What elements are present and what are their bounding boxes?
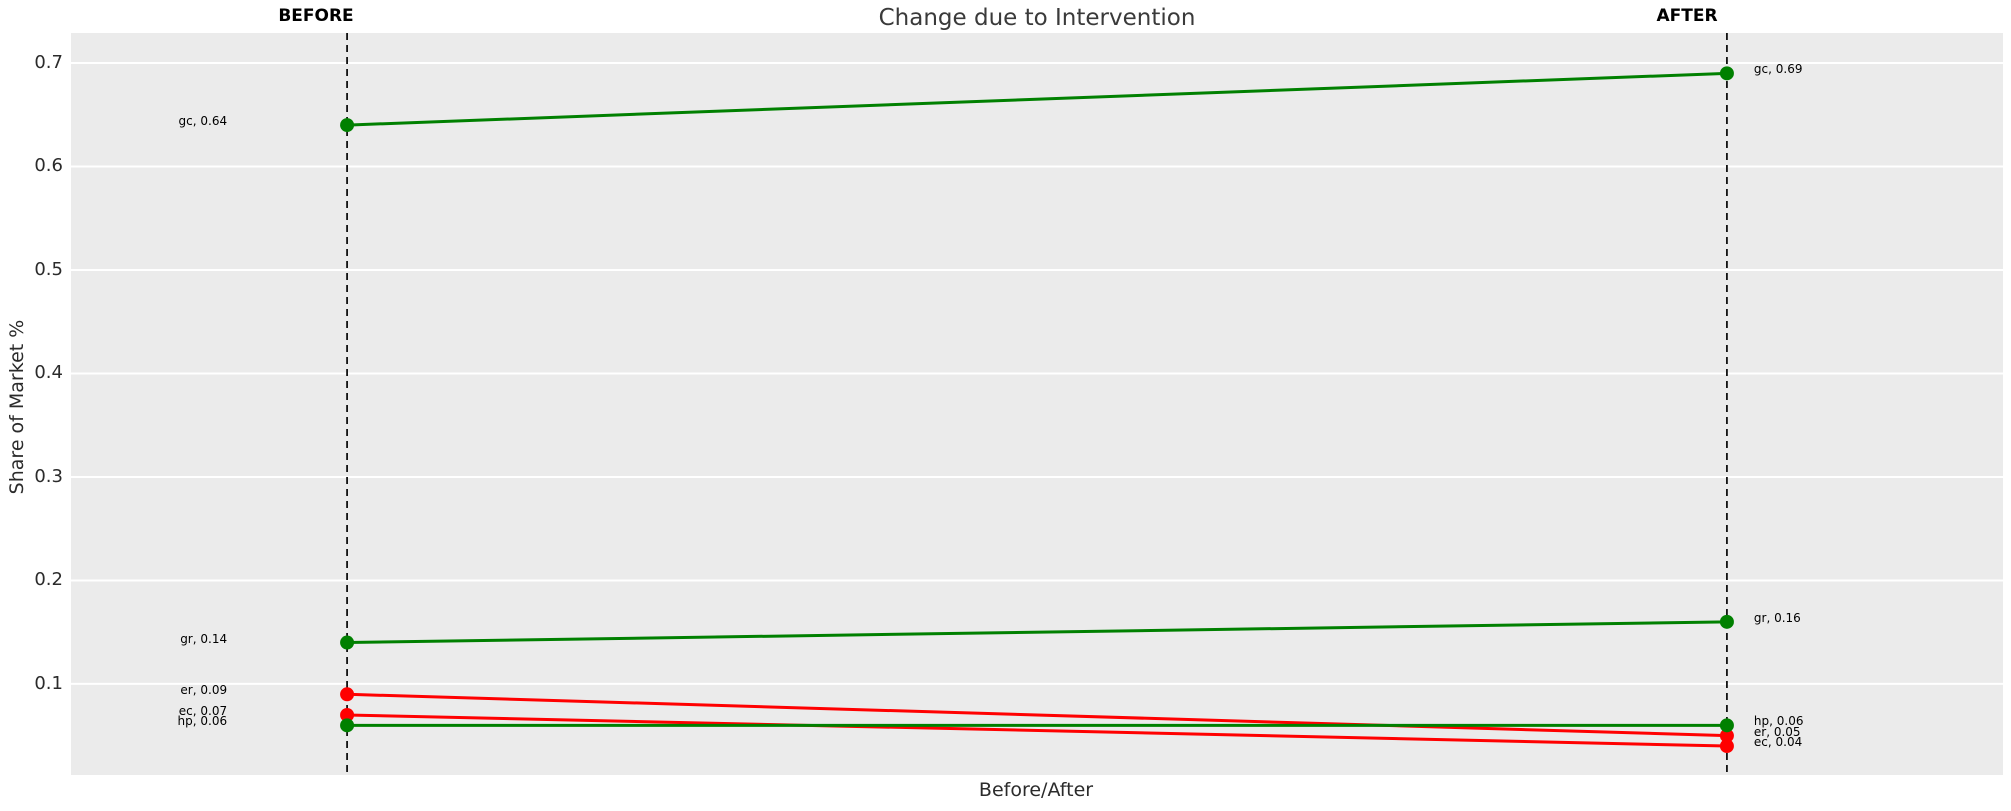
point-ec-after bbox=[1719, 739, 1734, 754]
y-tick-label-0.4: 0.4 bbox=[34, 362, 63, 384]
point-hp-after bbox=[1719, 718, 1734, 733]
point-hp-before bbox=[340, 718, 355, 733]
annotation-ec-after: ec, 0.04 bbox=[1753, 735, 1803, 750]
point-gr-after bbox=[1719, 614, 1734, 629]
annotation-gr-after: gr, 0.16 bbox=[1753, 610, 1801, 625]
annotation-gr-before: gr, 0.14 bbox=[180, 631, 228, 646]
annotation-gc-before: gc, 0.64 bbox=[178, 114, 228, 129]
point-er-after bbox=[1719, 728, 1734, 743]
annotation-gc-after: gc, 0.69 bbox=[1753, 62, 1803, 77]
annotation-hp-after: hp, 0.06 bbox=[1753, 714, 1804, 729]
annotation-ec-before: ec, 0.07 bbox=[178, 703, 228, 718]
point-gr-before bbox=[340, 635, 355, 650]
point-gc-after bbox=[1719, 66, 1734, 81]
x-axis-label: Before/After bbox=[978, 779, 1094, 801]
series-line-er bbox=[347, 692, 1727, 738]
plot-area bbox=[71, 33, 2003, 775]
column-header-before: BEFORE bbox=[278, 6, 354, 26]
y-tick-label-0.1: 0.1 bbox=[34, 672, 63, 694]
y-tick-label-0.3: 0.3 bbox=[34, 465, 63, 487]
series-line-ec bbox=[347, 713, 1727, 748]
series-line-gc bbox=[347, 71, 1727, 127]
y-tick-label-0.5: 0.5 bbox=[34, 258, 63, 280]
y-tick-label-0.2: 0.2 bbox=[34, 569, 63, 591]
column-header-after: AFTER bbox=[1656, 6, 1718, 26]
point-ec-before bbox=[340, 707, 355, 722]
chart-title: Change due to Intervention bbox=[878, 5, 1196, 31]
annotation-er-after: er, 0.05 bbox=[1753, 724, 1801, 739]
annotation-er-before: er, 0.09 bbox=[180, 683, 228, 698]
y-tick-label-0.7: 0.7 bbox=[34, 52, 63, 73]
point-er-before bbox=[340, 687, 355, 702]
annotation-hp-before: hp, 0.06 bbox=[177, 714, 228, 729]
point-gc-before bbox=[340, 118, 355, 133]
y-tick-label-0.6: 0.6 bbox=[34, 155, 63, 177]
series-line-gr bbox=[347, 620, 1727, 645]
